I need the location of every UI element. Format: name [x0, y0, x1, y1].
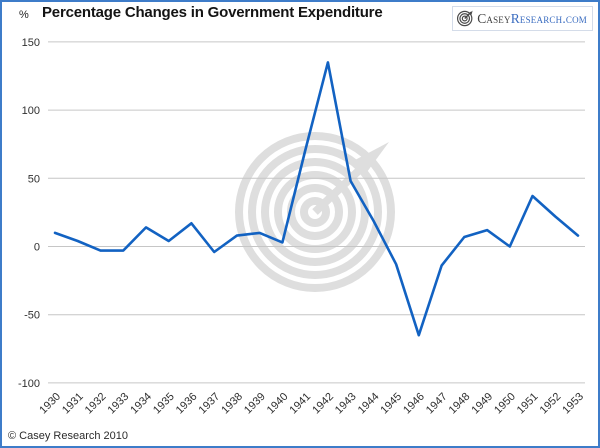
svg-text:1945: 1945: [378, 391, 404, 417]
spiral-arrow-icon: [457, 10, 473, 27]
svg-text:1936: 1936: [174, 391, 200, 417]
svg-text:1933: 1933: [106, 391, 132, 417]
svg-text:1946: 1946: [401, 391, 427, 417]
svg-text:-100: -100: [18, 378, 40, 390]
svg-text:1951: 1951: [515, 391, 541, 417]
svg-text:1941: 1941: [287, 391, 313, 417]
chart-title: Percentage Changes in Government Expendi…: [42, 4, 383, 21]
svg-text:1931: 1931: [60, 391, 86, 417]
svg-text:1934: 1934: [128, 391, 154, 417]
svg-text:100: 100: [22, 105, 40, 117]
svg-text:1948: 1948: [447, 391, 473, 417]
svg-text:1952: 1952: [538, 391, 564, 417]
svg-text:150: 150: [22, 37, 40, 49]
svg-text:1950: 1950: [492, 391, 518, 417]
svg-text:1938: 1938: [219, 391, 245, 417]
svg-text:0: 0: [34, 242, 40, 254]
svg-text:-50: -50: [24, 310, 40, 322]
svg-text:1949: 1949: [469, 391, 495, 417]
svg-text:1947: 1947: [424, 391, 450, 417]
casey-research-logo: CaseyResearch.com: [452, 6, 593, 31]
svg-text:50: 50: [28, 173, 40, 185]
copyright-text: © Casey Research 2010: [8, 430, 129, 442]
svg-text:1937: 1937: [197, 391, 223, 417]
svg-text:1953: 1953: [560, 391, 586, 417]
logo-brand-primary: Casey: [477, 10, 511, 26]
svg-text:1935: 1935: [151, 391, 177, 417]
svg-text:1930: 1930: [37, 391, 63, 417]
svg-text:1944: 1944: [356, 391, 382, 417]
svg-text:1940: 1940: [265, 391, 291, 417]
svg-text:1932: 1932: [83, 391, 109, 417]
svg-text:1943: 1943: [333, 391, 359, 417]
svg-text:1942: 1942: [310, 391, 336, 417]
logo-wordmark: CaseyResearch.com: [477, 11, 587, 27]
y-axis-unit-label: %: [19, 9, 29, 21]
svg-text:1939: 1939: [242, 391, 268, 417]
logo-brand-secondary: Research.com: [510, 10, 587, 26]
